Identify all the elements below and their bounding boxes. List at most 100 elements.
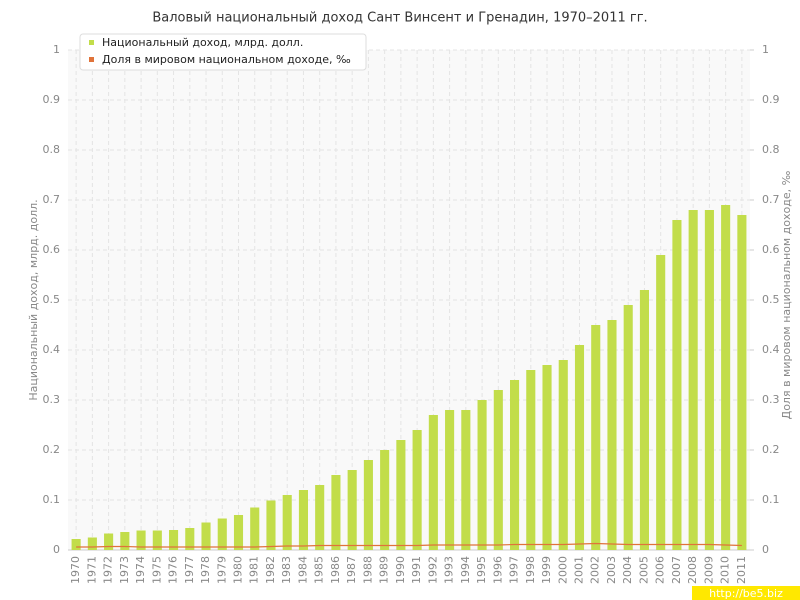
y-tick-label: 0.5 bbox=[43, 293, 61, 306]
bar bbox=[672, 220, 682, 550]
x-tick-label: 2001 bbox=[573, 556, 586, 584]
x-tick-label: 2005 bbox=[637, 556, 650, 584]
bar bbox=[71, 539, 81, 550]
y-tick-label: 1 bbox=[53, 43, 60, 56]
x-tick-label: 1983 bbox=[280, 556, 293, 584]
y-tick-label: 0.3 bbox=[43, 393, 61, 406]
bar bbox=[233, 515, 244, 550]
y2-tick-label: 0.6 bbox=[762, 243, 780, 256]
y2-axis-title: Доля в мировом национальном доходе, ‰ bbox=[780, 170, 793, 419]
bar bbox=[87, 537, 97, 550]
bar bbox=[542, 365, 552, 550]
x-tick-label: 1992 bbox=[426, 556, 439, 584]
y2-tick-label: 1 bbox=[762, 43, 769, 56]
y-tick-label: 0 bbox=[53, 543, 60, 556]
y2-tick-label: 0.2 bbox=[762, 443, 780, 456]
bar bbox=[445, 410, 455, 550]
x-tick-label: 2010 bbox=[719, 556, 732, 584]
x-tick-label: 1976 bbox=[167, 556, 180, 584]
x-tick-label: 1994 bbox=[459, 556, 472, 584]
x-tick-label: 1995 bbox=[475, 556, 488, 584]
legend-box bbox=[79, 33, 367, 71]
y2-tick-label: 0.4 bbox=[762, 343, 780, 356]
x-tick-label: 1985 bbox=[313, 556, 326, 584]
bar bbox=[217, 518, 227, 550]
y2-tick-label: 0.7 bbox=[762, 193, 780, 206]
bar bbox=[639, 290, 649, 550]
legend-label: Национальный доход, млрд. долл. bbox=[102, 36, 303, 49]
x-tick-label: 1973 bbox=[118, 556, 131, 584]
bar bbox=[266, 500, 276, 550]
x-tick-label: 1987 bbox=[345, 556, 358, 584]
bar bbox=[737, 215, 747, 550]
x-tick-label: 2009 bbox=[702, 556, 715, 584]
x-tick-label: 2011 bbox=[735, 556, 748, 584]
bar bbox=[136, 530, 146, 550]
bar bbox=[396, 440, 406, 550]
x-tick-label: 1974 bbox=[134, 556, 147, 584]
y-tick-label: 0.4 bbox=[43, 343, 61, 356]
grid: 1970 1971 1972 1973 1974 1975 1976 1977 1978 1979… bbox=[43, 43, 780, 584]
bar bbox=[250, 507, 260, 550]
x-tick-label: 2003 bbox=[605, 556, 618, 584]
x-tick-label: 1984 bbox=[296, 556, 309, 584]
bar bbox=[721, 205, 731, 550]
bar bbox=[185, 528, 195, 550]
x-tick-label: 1999 bbox=[540, 556, 553, 584]
bar bbox=[104, 533, 114, 550]
bar bbox=[347, 470, 357, 550]
bar bbox=[656, 255, 666, 550]
bar bbox=[169, 530, 179, 550]
bar bbox=[363, 460, 373, 550]
bar bbox=[623, 305, 633, 550]
bar bbox=[201, 522, 211, 550]
bar bbox=[412, 430, 422, 550]
y-tick-label: 0.9 bbox=[43, 93, 61, 106]
chart-title: Валовый национальный доход Сант Винсент … bbox=[152, 11, 647, 26]
x-tick-label: 1981 bbox=[248, 556, 261, 584]
bar bbox=[477, 400, 487, 550]
y-tick-label: 0.2 bbox=[43, 443, 61, 456]
y2-tick-label: 0.5 bbox=[762, 293, 780, 306]
bar bbox=[574, 345, 585, 550]
y-tick-label: 0.7 bbox=[43, 193, 61, 206]
x-tick-label: 1998 bbox=[524, 556, 537, 584]
legend-swatch bbox=[89, 40, 94, 45]
x-tick-label: 1982 bbox=[264, 556, 277, 584]
x-tick-label: 2008 bbox=[686, 556, 699, 584]
y-axis-title: Национальный доход, млрд. долл. bbox=[27, 199, 40, 400]
bar bbox=[607, 320, 617, 550]
x-tick-label: 1980 bbox=[232, 556, 245, 584]
watermark: http://be5.biz bbox=[709, 587, 783, 600]
bar bbox=[315, 485, 325, 550]
bar bbox=[152, 530, 162, 550]
bar bbox=[428, 415, 438, 550]
x-tick-label: 1977 bbox=[183, 556, 196, 584]
bar bbox=[526, 370, 536, 550]
legend-swatch bbox=[89, 57, 94, 62]
y-tick-label: 0.1 bbox=[43, 493, 61, 506]
bar bbox=[298, 490, 308, 550]
legend-label: Доля в мировом национальном доходе, ‰ bbox=[102, 53, 351, 66]
bar bbox=[120, 532, 130, 550]
bar bbox=[282, 495, 292, 550]
bar bbox=[558, 360, 568, 550]
y-tick-label: 0.8 bbox=[43, 143, 61, 156]
y2-tick-label: 0 bbox=[762, 543, 769, 556]
x-tick-label: 1993 bbox=[443, 556, 456, 584]
y2-tick-label: 0.9 bbox=[762, 93, 780, 106]
x-tick-label: 2007 bbox=[670, 556, 683, 584]
y2-tick-label: 0.8 bbox=[762, 143, 780, 156]
x-tick-label: 2004 bbox=[621, 556, 634, 584]
bar bbox=[331, 475, 341, 550]
x-tick-label: 1991 bbox=[410, 556, 423, 584]
watermark-bg bbox=[692, 586, 800, 600]
x-tick-label: 1970 bbox=[69, 556, 82, 584]
y2-tick-label: 0.1 bbox=[762, 493, 780, 506]
x-tick-label: 1997 bbox=[508, 556, 521, 584]
x-tick-label: 1972 bbox=[102, 556, 115, 584]
y2-tick-label: 0.3 bbox=[762, 393, 780, 406]
bar bbox=[688, 210, 698, 550]
x-tick-label: 1986 bbox=[329, 556, 342, 584]
